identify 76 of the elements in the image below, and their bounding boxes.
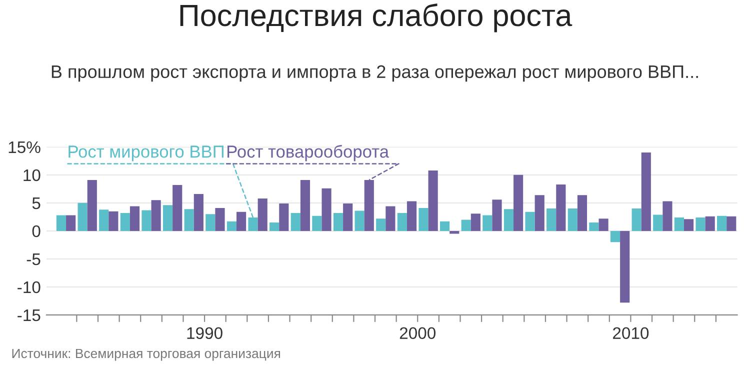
bar bbox=[322, 188, 332, 231]
bar bbox=[172, 185, 182, 231]
y-tick-label: 10 bbox=[24, 169, 40, 182]
bar bbox=[514, 174, 524, 231]
bar bbox=[99, 210, 109, 231]
bar bbox=[577, 195, 588, 231]
chart-title: Последствия слабого роста bbox=[180, 4, 572, 32]
bar bbox=[130, 206, 140, 231]
bar bbox=[354, 210, 364, 231]
bar bbox=[376, 218, 386, 231]
bar bbox=[151, 200, 161, 231]
x-tick-label: 2010 bbox=[613, 327, 649, 340]
bar bbox=[440, 221, 450, 231]
x-tick-label: 2000 bbox=[400, 327, 436, 340]
bar bbox=[290, 213, 300, 231]
bar bbox=[236, 212, 246, 231]
bar bbox=[226, 221, 236, 231]
bar bbox=[66, 215, 76, 231]
bar bbox=[215, 208, 225, 231]
series-label: Рост товарооборота bbox=[228, 144, 390, 162]
bar bbox=[726, 216, 736, 231]
bar bbox=[525, 212, 535, 231]
bar bbox=[108, 211, 118, 231]
bar bbox=[632, 208, 642, 231]
bar bbox=[534, 195, 544, 231]
bar bbox=[620, 230, 630, 303]
y-tick-label: -5 bbox=[26, 254, 40, 266]
bar bbox=[194, 194, 204, 231]
bar bbox=[461, 220, 471, 231]
chart-subtitle: В прошлом рост экспорта и импорта в 2 раза опережал рост мирового ВВП... bbox=[52, 65, 698, 82]
bar bbox=[717, 216, 727, 231]
bar bbox=[418, 208, 428, 231]
bar bbox=[482, 215, 492, 231]
bar bbox=[705, 216, 715, 231]
bar bbox=[546, 208, 556, 231]
bar bbox=[568, 208, 578, 231]
text: Рост мирового ВВП bbox=[68, 146, 224, 162]
bar bbox=[56, 215, 66, 231]
x-tick-label: 1990 bbox=[187, 327, 222, 340]
bar bbox=[641, 152, 651, 231]
bar bbox=[684, 219, 694, 231]
bar bbox=[184, 209, 194, 231]
bar bbox=[206, 214, 216, 231]
bar bbox=[492, 200, 502, 231]
y-tick-label: 0 bbox=[32, 225, 40, 238]
bar bbox=[270, 222, 280, 231]
bar bbox=[312, 216, 322, 231]
bar bbox=[504, 209, 514, 231]
bar bbox=[470, 214, 480, 231]
bar bbox=[674, 218, 684, 231]
bar bbox=[162, 205, 173, 231]
bar bbox=[300, 180, 310, 231]
bar bbox=[653, 214, 663, 231]
bar bbox=[598, 218, 608, 231]
y-tick-label: 5 bbox=[32, 198, 40, 210]
bar bbox=[662, 201, 672, 231]
bar bbox=[120, 213, 130, 231]
bar bbox=[142, 210, 152, 231]
bar bbox=[428, 170, 438, 231]
bar bbox=[589, 222, 599, 231]
y-tick-label: 15% bbox=[8, 141, 40, 154]
bar bbox=[386, 206, 396, 231]
bar bbox=[406, 201, 417, 231]
y-tick-label: -10 bbox=[18, 281, 40, 294]
bar bbox=[258, 198, 268, 231]
bar bbox=[333, 213, 344, 231]
text: Источник: Всемирная торговая организация bbox=[12, 348, 280, 361]
bar bbox=[397, 213, 407, 231]
y-tick-label: -15 bbox=[18, 310, 40, 322]
bar bbox=[556, 184, 566, 231]
bar bbox=[279, 203, 289, 231]
bar bbox=[610, 230, 620, 242]
bar bbox=[87, 180, 97, 231]
bar bbox=[343, 203, 353, 231]
bar bbox=[78, 202, 88, 231]
bar bbox=[696, 218, 706, 231]
